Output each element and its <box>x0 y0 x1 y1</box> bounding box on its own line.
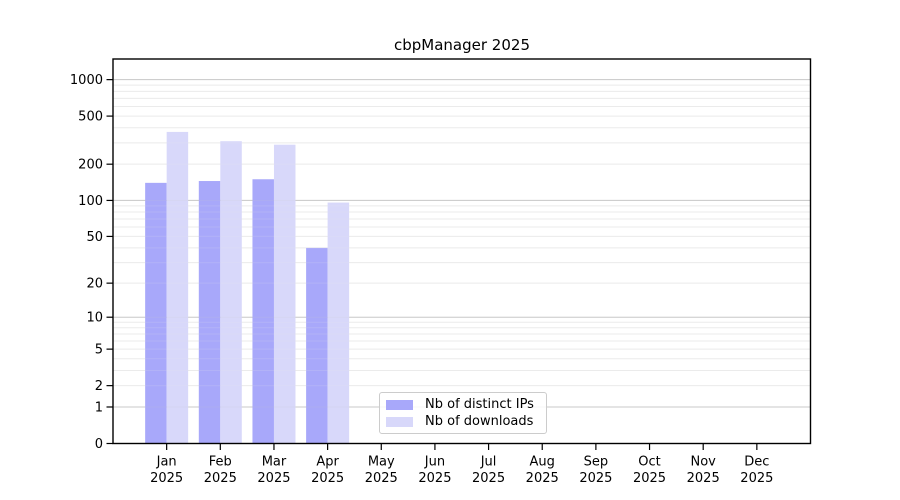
y-tick-label: 20 <box>86 277 103 292</box>
x-tick-label: Jun 2025 <box>418 455 451 487</box>
x-tick-label: Sep 2025 <box>579 455 612 487</box>
chart-title: cbpManager 2025 <box>394 36 530 54</box>
bar-distinct-ips <box>306 247 328 444</box>
x-tick-label: Jan 2025 <box>150 455 183 487</box>
grid-front <box>113 79 811 408</box>
x-tick-label: Oct 2025 <box>633 455 666 487</box>
y-tick-label: 5 <box>95 343 103 358</box>
bars-group <box>145 131 350 444</box>
y-tick-label: 1 <box>95 400 103 415</box>
bar-distinct-ips <box>198 181 221 444</box>
y-tick-label: 200 <box>78 158 103 173</box>
legend-label: Nb of downloads <box>425 414 534 429</box>
y-tick-label: 50 <box>86 230 103 245</box>
x-tick-label: Dec 2025 <box>740 455 773 487</box>
y-tick-label: 1000 <box>70 73 103 88</box>
legend-item: Nb of distinct IPs <box>386 396 538 413</box>
bar-downloads <box>327 202 350 444</box>
legend-label: Nb of distinct IPs <box>425 397 534 412</box>
legend: Nb of distinct IPs Nb of downloads <box>379 392 547 434</box>
bar-distinct-ips <box>252 179 274 444</box>
y-tick-label: 500 <box>78 110 103 125</box>
y-tick-label: 100 <box>78 194 103 209</box>
x-tick-label: Feb 2025 <box>204 455 237 487</box>
x-tick-label: Jul 2025 <box>472 455 505 487</box>
x-tick-label: May 2025 <box>365 455 398 487</box>
legend-swatch <box>386 416 413 427</box>
legend-item: Nb of downloads <box>386 413 538 430</box>
bar-downloads <box>220 141 242 444</box>
x-tick-label: Apr 2025 <box>311 455 344 487</box>
bar-distinct-ips <box>145 182 167 444</box>
y-tick-label: 0 <box>95 437 103 452</box>
x-tick-label: Mar 2025 <box>257 455 290 487</box>
bar-downloads <box>166 131 189 444</box>
y-tick-label: 10 <box>86 311 103 326</box>
legend-swatch <box>386 399 413 410</box>
axis-frame <box>112 58 812 445</box>
bar-downloads <box>273 144 296 444</box>
y-tick-label: 2 <box>95 379 103 394</box>
x-tick-label: Nov 2025 <box>687 455 720 487</box>
x-tick-label: Aug 2025 <box>526 455 559 487</box>
